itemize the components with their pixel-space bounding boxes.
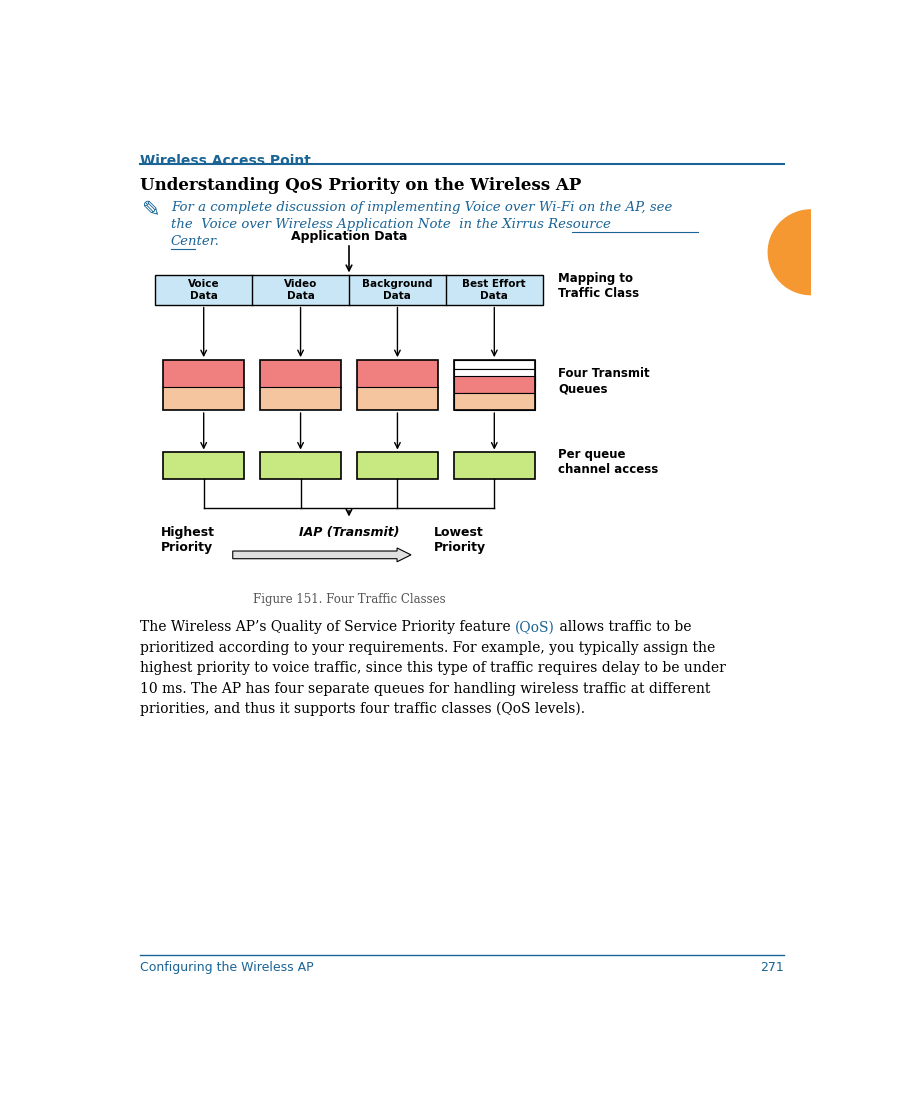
Text: Lowest
Priority: Lowest Priority [434,526,487,554]
Text: prioritized according to your requirements. For example, you typically assign th: prioritized according to your requiremen… [140,641,715,655]
Text: Per queue
channel access: Per queue channel access [559,448,659,476]
Bar [163,360,244,410]
Text: Best Effort
Data: Best Effort Data [462,280,526,301]
Bar [155,275,542,304]
Bar [357,360,438,387]
Text: The Wireless AP’s Quality of Service Priority feature: The Wireless AP’s Quality of Service Pri… [140,620,514,634]
Bar [259,360,341,387]
Text: Four Transmit
Queues: Four Transmit Queues [559,368,650,395]
Text: Wireless Access Point: Wireless Access Point [140,154,311,168]
Text: priorities, and thus it supports four traffic classes (QoS levels).: priorities, and thus it supports four tr… [140,702,585,716]
Bar [163,360,244,387]
Text: IAP (Transmit): IAP (Transmit) [299,526,399,538]
Bar [453,360,535,370]
Bar [453,452,535,479]
Bar [259,452,341,479]
Text: Video
Data: Video Data [284,280,317,301]
Bar [453,370,535,379]
Text: the  Voice over Wireless Application Note  in the Xirrus Resource: the Voice over Wireless Application Note… [171,217,611,231]
Text: ✎: ✎ [142,199,160,219]
Text: (QoS): (QoS) [514,620,555,634]
Text: Configuring the Wireless AP: Configuring the Wireless AP [140,960,314,974]
Bar [259,360,341,410]
Text: Background
Data: Background Data [362,280,432,301]
Bar [453,393,535,410]
Text: highest priority to voice traffic, since this type of traffic requires delay to : highest priority to voice traffic, since… [140,661,725,675]
Text: Figure 151. Four Traffic Classes: Figure 151. Four Traffic Classes [252,593,445,606]
Bar [357,360,438,410]
Text: Voice
Data: Voice Data [188,280,220,301]
Text: For a complete discussion of implementing Voice over Wi-Fi on the AP, see: For a complete discussion of implementin… [171,201,672,214]
Text: Highest
Priority: Highest Priority [160,526,214,554]
Circle shape [769,209,853,294]
Text: 10 ms. The AP has four separate queues for handling wireless traffic at differen: 10 ms. The AP has four separate queues f… [140,682,710,695]
Bar [453,360,535,410]
Bar [357,387,438,410]
Text: Center.: Center. [171,235,220,247]
Text: Understanding QoS Priority on the Wireless AP: Understanding QoS Priority on the Wirele… [140,177,581,194]
Bar [163,452,244,479]
Bar [453,377,535,393]
Bar [357,452,438,479]
Bar [259,387,341,410]
Text: Application Data: Application Data [291,229,407,243]
Text: Mapping to
Traffic Class: Mapping to Traffic Class [559,272,640,300]
Bar [453,379,535,388]
Polygon shape [232,548,411,561]
Bar [163,387,244,410]
Text: 271: 271 [760,960,784,974]
Text: allows traffic to be: allows traffic to be [555,620,691,634]
